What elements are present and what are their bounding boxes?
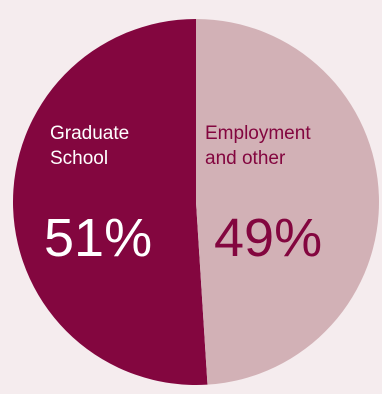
slice-label-line: Employment xyxy=(205,123,311,144)
pie-slice-0 xyxy=(12,19,208,386)
slice-value-graduate-school: 51% xyxy=(44,208,152,268)
slice-label-line: Graduate xyxy=(50,123,129,144)
slice-value-employment-and-other: 49% xyxy=(214,208,322,268)
pie-slices xyxy=(12,19,379,386)
pie-slice-1 xyxy=(196,19,379,385)
slice-label-graduate-school: Graduate School 51% xyxy=(44,123,152,268)
slice-label-line: and other xyxy=(205,148,286,169)
slice-label-employment-and-other: Employment and other 49% xyxy=(205,123,322,268)
slice-label-line: School xyxy=(50,148,108,169)
